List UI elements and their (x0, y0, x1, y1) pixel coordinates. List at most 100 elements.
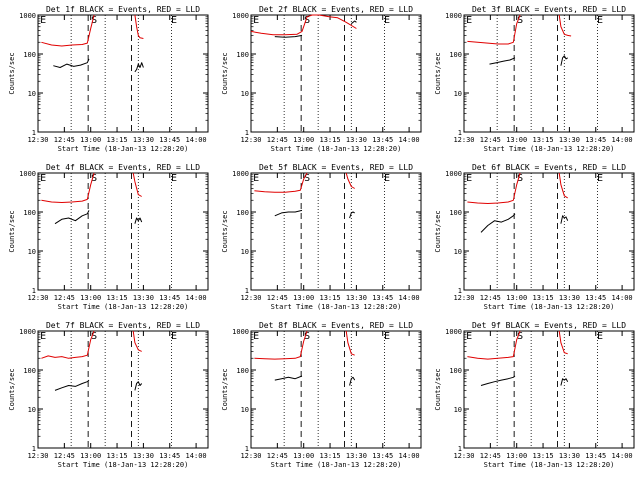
x-tick-label: 13:15 (107, 136, 128, 144)
x-tick-label: 13:00 (293, 136, 314, 144)
x-axis-label: Start Time (18-Jan-13 12:28:20) (484, 303, 615, 311)
series-line-events (53, 58, 90, 68)
y-tick-label: 10 (28, 406, 36, 414)
y-tick-label: 1 (458, 445, 462, 453)
x-tick-label: 13:00 (293, 452, 314, 460)
x-tick-label: 14:00 (612, 294, 633, 302)
x-axis-label: Start Time (18-Jan-13 12:28:20) (271, 303, 402, 311)
event-marker-label: E (253, 331, 259, 342)
x-tick-label: 13:45 (159, 452, 180, 460)
x-tick-label: 14:00 (612, 136, 633, 144)
event-marker-label: E (253, 15, 259, 26)
y-tick-label: 1 (32, 129, 36, 137)
y-tick-label: 1000 (19, 170, 36, 178)
series-line-lld (558, 14, 572, 37)
y-tick-label: 1000 (19, 328, 36, 336)
x-tick-label: 13:00 (293, 294, 314, 302)
x-tick-label: 12:30 (240, 452, 261, 460)
x-tick-label: 14:00 (399, 452, 420, 460)
x-tick-label: 13:00 (80, 452, 101, 460)
y-tick-label: 1000 (19, 12, 36, 20)
event-marker-label: S (304, 15, 310, 26)
plot-frame (463, 330, 635, 449)
event-marker-label: E (384, 331, 390, 342)
x-tick-label: 12:30 (27, 136, 48, 144)
y-tick-label: 1 (458, 129, 462, 137)
series-line-events (274, 34, 303, 38)
series-line-events (350, 20, 357, 25)
series-line-events (274, 375, 303, 381)
event-marker-label: E (384, 15, 390, 26)
x-tick-label: 12:30 (240, 294, 261, 302)
y-tick-label: 10 (241, 406, 249, 414)
plot-frame (250, 330, 422, 449)
plot-frame (37, 330, 209, 449)
y-tick-label: 100 (236, 209, 249, 217)
x-tick-label: 13:00 (80, 294, 101, 302)
y-tick-label: 1000 (232, 170, 249, 178)
event-marker-label: E (466, 15, 472, 26)
x-tick-label: 14:00 (399, 136, 420, 144)
x-tick-label: 13:15 (107, 452, 128, 460)
x-tick-label: 12:30 (453, 452, 474, 460)
y-tick-label: 1 (32, 287, 36, 295)
y-tick-label: 1000 (445, 170, 462, 178)
y-axis-label: Counts/sec (434, 52, 442, 94)
series-line-lld (132, 330, 142, 352)
event-marker-label: S (91, 173, 97, 184)
series-line-events (560, 378, 569, 386)
x-tick-label: 14:00 (186, 294, 207, 302)
x-tick-label: 13:15 (320, 452, 341, 460)
y-axis-label: Counts/sec (221, 210, 229, 252)
x-tick-label: 12:30 (27, 452, 48, 460)
x-tick-label: 13:30 (559, 452, 580, 460)
plot-frame (37, 172, 209, 291)
event-marker-label: E (171, 331, 177, 342)
event-marker-label: S (517, 331, 523, 342)
x-tick-label: 12:45 (480, 136, 501, 144)
series-line-events (54, 210, 90, 225)
series-line-lld (558, 172, 568, 199)
x-tick-label: 14:00 (399, 294, 420, 302)
x-tick-label: 13:30 (133, 136, 154, 144)
chart-title: Det 3f BLACK = Events, RED = LLD (472, 5, 626, 14)
y-tick-label: 1 (245, 129, 249, 137)
y-tick-label: 10 (28, 248, 36, 256)
event-marker-label: S (304, 173, 310, 184)
x-tick-label: 13:15 (533, 294, 554, 302)
x-axis-label: Start Time (18-Jan-13 12:28:20) (58, 145, 189, 153)
event-marker-label: E (466, 331, 472, 342)
x-axis-label: Start Time (18-Jan-13 12:28:20) (58, 461, 189, 469)
series-line-events (274, 209, 303, 217)
x-tick-label: 14:00 (186, 136, 207, 144)
series-line-events (489, 57, 516, 65)
x-tick-label: 12:30 (240, 136, 261, 144)
event-marker-label: S (517, 173, 523, 184)
event-marker-label: E (466, 173, 472, 184)
y-tick-label: 100 (449, 209, 462, 217)
x-tick-label: 12:45 (480, 294, 501, 302)
y-axis-label: Counts/sec (434, 368, 442, 410)
event-marker-label: E (40, 331, 46, 342)
series-line-lld (254, 172, 308, 193)
event-marker-label: E (597, 331, 603, 342)
series-line-events (560, 215, 569, 224)
x-tick-label: 12:30 (453, 294, 474, 302)
y-tick-label: 100 (23, 51, 36, 59)
y-tick-label: 1000 (232, 328, 249, 336)
plot-frame (463, 172, 635, 291)
series-line-lld (558, 330, 568, 355)
x-tick-label: 12:30 (453, 136, 474, 144)
series-line-lld (132, 172, 142, 197)
x-tick-label: 13:45 (585, 294, 606, 302)
x-tick-label: 13:45 (585, 136, 606, 144)
x-tick-label: 12:45 (267, 294, 288, 302)
chart-panel-6: Det 6f BLACK = Events, RED = LLD 1 10 100 10… (434, 163, 635, 311)
x-tick-label: 13:00 (506, 294, 527, 302)
series-line-lld (41, 172, 95, 203)
x-tick-label: 13:30 (559, 136, 580, 144)
x-tick-label: 13:00 (80, 136, 101, 144)
y-tick-label: 10 (241, 90, 249, 98)
y-tick-label: 10 (454, 406, 462, 414)
